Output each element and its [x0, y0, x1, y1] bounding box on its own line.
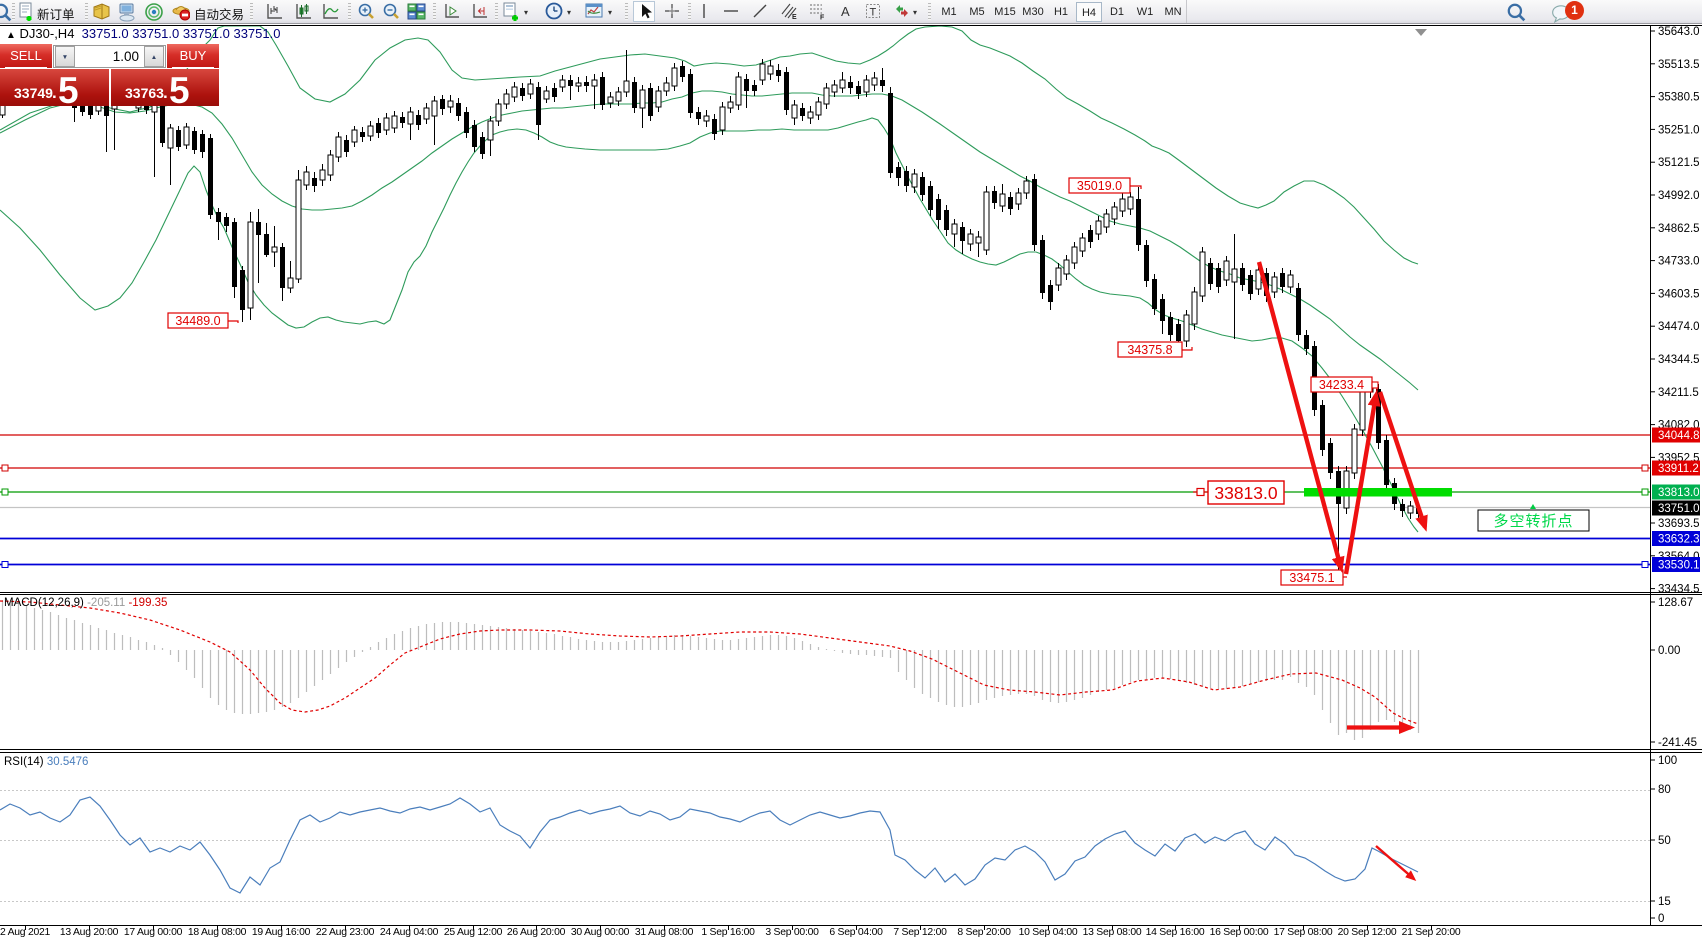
svg-text:T: T — [870, 7, 877, 19]
svg-text:34992.0: 34992.0 — [1658, 190, 1700, 202]
svg-text:50: 50 — [1658, 835, 1671, 847]
svg-text:34862.5: 34862.5 — [1658, 223, 1700, 235]
svg-text:33530.1: 33530.1 — [1658, 560, 1700, 572]
svg-text:19 Aug 16:00: 19 Aug 16:00 — [252, 927, 311, 938]
svg-text:17 Aug 00:00: 17 Aug 00:00 — [124, 927, 183, 938]
svg-text:35121.5: 35121.5 — [1658, 157, 1700, 169]
svg-text:16 Sep 00:00: 16 Sep 00:00 — [1210, 927, 1269, 938]
svg-text:35513.5: 35513.5 — [1658, 59, 1700, 71]
svg-text:33751.0: 33751.0 — [1658, 503, 1700, 515]
svg-text:E: E — [792, 14, 797, 21]
svg-text:33475.1: 33475.1 — [1289, 571, 1334, 585]
svg-text:33693.5: 33693.5 — [1658, 518, 1700, 530]
svg-text:RSI(14) 30.5476: RSI(14) 30.5476 — [4, 756, 88, 768]
svg-text:31 Aug 08:00: 31 Aug 08:00 — [635, 927, 694, 938]
svg-text:3 Sep 00:00: 3 Sep 00:00 — [765, 927, 819, 938]
svg-text:34344.5: 34344.5 — [1658, 354, 1700, 366]
svg-text:A: A — [841, 4, 850, 19]
svg-text:0.00: 0.00 — [1658, 645, 1680, 657]
svg-text:13 Aug 20:00: 13 Aug 20:00 — [60, 927, 119, 938]
svg-text:21 Sep 20:00: 21 Sep 20:00 — [1402, 927, 1461, 938]
svg-text:14 Sep 16:00: 14 Sep 16:00 — [1146, 927, 1205, 938]
svg-text:20 Sep 12:00: 20 Sep 12:00 — [1338, 927, 1397, 938]
svg-text:13 Sep 08:00: 13 Sep 08:00 — [1083, 927, 1142, 938]
svg-text:33632.3: 33632.3 — [1658, 534, 1700, 546]
svg-text:24 Aug 04:00: 24 Aug 04:00 — [380, 927, 439, 938]
svg-text:F: F — [820, 15, 825, 22]
svg-text:33813.0: 33813.0 — [1214, 483, 1278, 503]
svg-text:100: 100 — [1658, 755, 1677, 767]
svg-text:33813.0: 33813.0 — [1658, 487, 1700, 499]
svg-text:34489.0: 34489.0 — [175, 314, 220, 328]
svg-text:30 Aug 00:00: 30 Aug 00:00 — [571, 927, 630, 938]
svg-text:35019.0: 35019.0 — [1077, 179, 1122, 193]
svg-text:15: 15 — [1658, 896, 1671, 908]
svg-text:0: 0 — [1658, 913, 1664, 925]
svg-text:25 Aug 12:00: 25 Aug 12:00 — [444, 927, 503, 938]
svg-text:7 Sep 12:00: 7 Sep 12:00 — [893, 927, 947, 938]
svg-text:33434.5: 33434.5 — [1658, 584, 1700, 596]
svg-text:34211.5: 34211.5 — [1658, 387, 1699, 399]
svg-text:34233.4: 34233.4 — [1319, 378, 1364, 392]
svg-text:17 Sep 08:00: 17 Sep 08:00 — [1274, 927, 1333, 938]
svg-text:MACD(12,26,9) -205.11 -199.35: MACD(12,26,9) -205.11 -199.35 — [4, 597, 167, 609]
svg-text:34603.5: 34603.5 — [1658, 288, 1700, 300]
svg-text:34474.0: 34474.0 — [1658, 321, 1700, 333]
svg-text:8 Sep 20:00: 8 Sep 20:00 — [957, 927, 1011, 938]
svg-text:34375.8: 34375.8 — [1127, 343, 1172, 357]
svg-text:22 Aug 23:00: 22 Aug 23:00 — [316, 927, 375, 938]
svg-text:10 Sep 04:00: 10 Sep 04:00 — [1019, 927, 1078, 938]
svg-text:35251.0: 35251.0 — [1658, 124, 1700, 136]
svg-text:34044.8: 34044.8 — [1658, 430, 1700, 442]
svg-text:35643.0: 35643.0 — [1658, 26, 1700, 38]
svg-text:2 Aug 2021: 2 Aug 2021 — [0, 927, 51, 938]
svg-text:34733.0: 34733.0 — [1658, 256, 1700, 268]
svg-text:1 Sep 16:00: 1 Sep 16:00 — [701, 927, 755, 938]
svg-text:26 Aug 20:00: 26 Aug 20:00 — [507, 927, 566, 938]
svg-text:33911.2: 33911.2 — [1658, 463, 1699, 475]
svg-text:-241.45: -241.45 — [1658, 737, 1697, 749]
svg-text:多空转折点: 多空转折点 — [1493, 513, 1573, 530]
svg-text:35380.5: 35380.5 — [1658, 92, 1700, 104]
svg-text:6 Sep 04:00: 6 Sep 04:00 — [829, 927, 883, 938]
svg-text:80: 80 — [1658, 784, 1671, 796]
svg-text:18 Aug 08:00: 18 Aug 08:00 — [188, 927, 247, 938]
svg-text:128.67: 128.67 — [1658, 597, 1693, 609]
